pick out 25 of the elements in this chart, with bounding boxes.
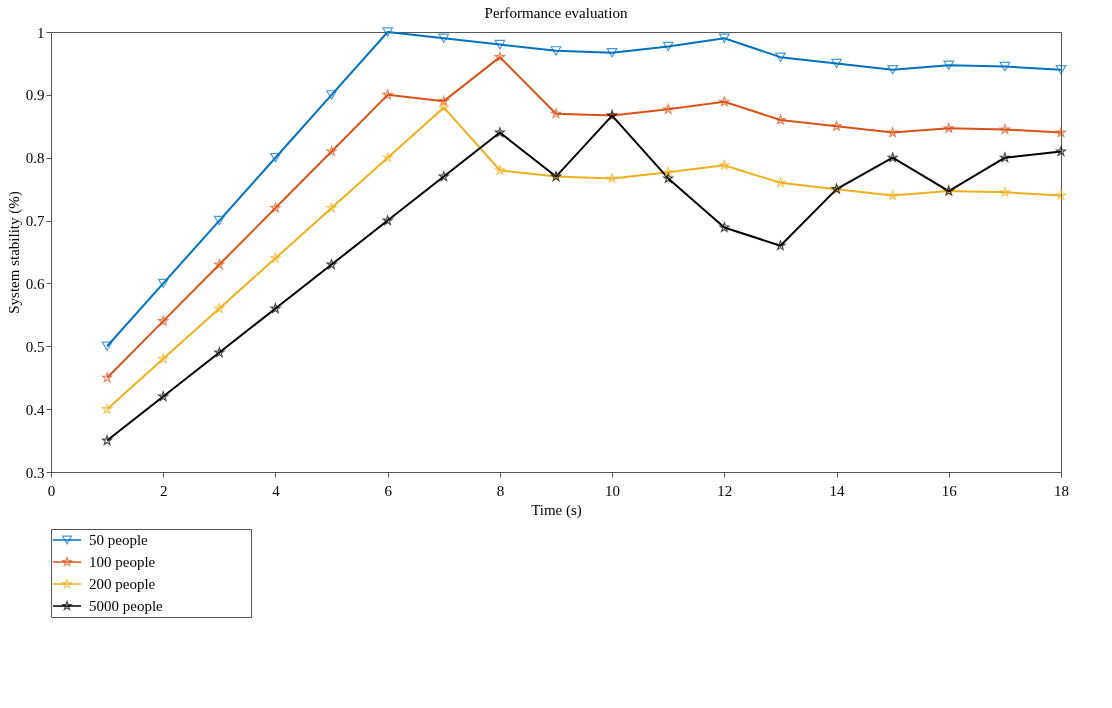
x-tick-label: 4 (272, 482, 281, 499)
x-tick-label: 18 (1054, 482, 1069, 499)
x-tick-label: 6 (384, 482, 393, 499)
x-tick-label: 16 (941, 482, 958, 499)
x-tick-label: 8 (496, 482, 505, 499)
y-tick-label: 0.5 (25, 338, 45, 355)
chart-title: Performance evaluation (484, 5, 628, 21)
y-tick-label: 0.4 (25, 401, 45, 418)
y-axis-title: System stability (%) (5, 191, 23, 314)
x-tick-label: 2 (159, 482, 168, 499)
x-tick-label: 0 (47, 482, 56, 499)
y-tick-label: 0.6 (25, 275, 45, 292)
y-tick-label: 1 (37, 24, 45, 41)
y-tick-label: 0.9 (25, 87, 45, 104)
x-tick-label: 10 (605, 482, 621, 499)
x-tick-label: 14 (829, 482, 846, 499)
y-tick-label: 0.8 (25, 150, 45, 167)
legend-label: 5000 people (89, 598, 164, 614)
legend-label: 50 people (89, 532, 149, 548)
legend-label: 100 people (89, 554, 156, 570)
y-tick-label: 0.7 (25, 213, 45, 230)
x-axis-title: Time (s) (531, 501, 582, 519)
y-tick-label: 0.3 (25, 464, 45, 481)
x-tick-label: 12 (717, 482, 733, 499)
legend-label: 200 people (89, 576, 156, 592)
